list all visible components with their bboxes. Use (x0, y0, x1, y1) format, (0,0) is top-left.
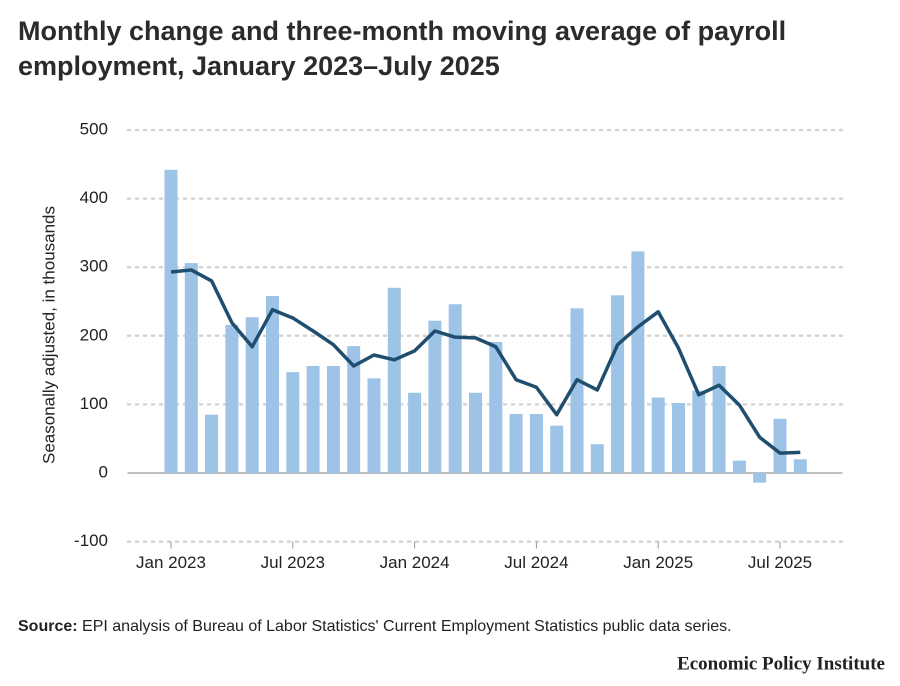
bar (732, 460, 746, 473)
x-tick-label: Jan 2024 (380, 553, 450, 572)
y-axis-label: Seasonally adjusted, in thousands (39, 206, 58, 464)
x-tick-label: Jan 2023 (136, 553, 206, 572)
bar (266, 296, 279, 473)
y-tick-label: 100 (80, 394, 108, 413)
bar (205, 414, 219, 473)
bar (712, 365, 726, 473)
bar (225, 324, 239, 473)
x-tick-label: Jul 2024 (504, 553, 568, 572)
bar (529, 414, 543, 473)
bar (570, 308, 584, 473)
bar (326, 365, 340, 473)
y-tick-label: 400 (80, 188, 108, 207)
bar (611, 295, 625, 473)
chart-title: employment, January 2023–July 2025 (18, 51, 500, 81)
bar (448, 304, 462, 473)
bar (245, 317, 259, 473)
bar (793, 459, 807, 473)
bar (631, 251, 645, 473)
bar (550, 425, 564, 473)
y-tick-label: 0 (99, 462, 108, 481)
bar (306, 365, 320, 473)
bar (408, 392, 422, 473)
moving-average-line (170, 268, 801, 455)
bar (489, 341, 503, 473)
bar (469, 392, 482, 473)
y-tick-label: 300 (80, 257, 108, 276)
bar (164, 169, 178, 473)
bar (347, 346, 361, 473)
y-tick-label: 200 (80, 325, 108, 344)
bar (590, 444, 604, 473)
bar (672, 403, 685, 473)
bar (692, 390, 706, 473)
bar (367, 378, 381, 473)
bar (753, 473, 767, 483)
bar (184, 263, 198, 473)
x-tick-label: Jan 2025 (623, 553, 693, 572)
bar (387, 287, 401, 473)
bar (509, 414, 523, 473)
source-label: Source: (18, 618, 78, 635)
y-tick-label: 500 (80, 119, 108, 138)
source-text: EPI analysis of Bureau of Labor Statisti… (82, 618, 732, 635)
y-tick-label: -100 (74, 531, 108, 550)
chart-title: Monthly change and three-month moving av… (18, 16, 786, 46)
bar (428, 320, 442, 473)
credit: Economic Policy Institute (677, 653, 885, 674)
source: Source: EPI analysis of Bureau of Labor … (18, 618, 732, 635)
bar (773, 418, 787, 473)
bar (651, 397, 665, 473)
x-tick-label: Jul 2023 (261, 553, 325, 572)
bar (286, 372, 300, 473)
x-tick-label: Jul 2025 (748, 553, 812, 572)
